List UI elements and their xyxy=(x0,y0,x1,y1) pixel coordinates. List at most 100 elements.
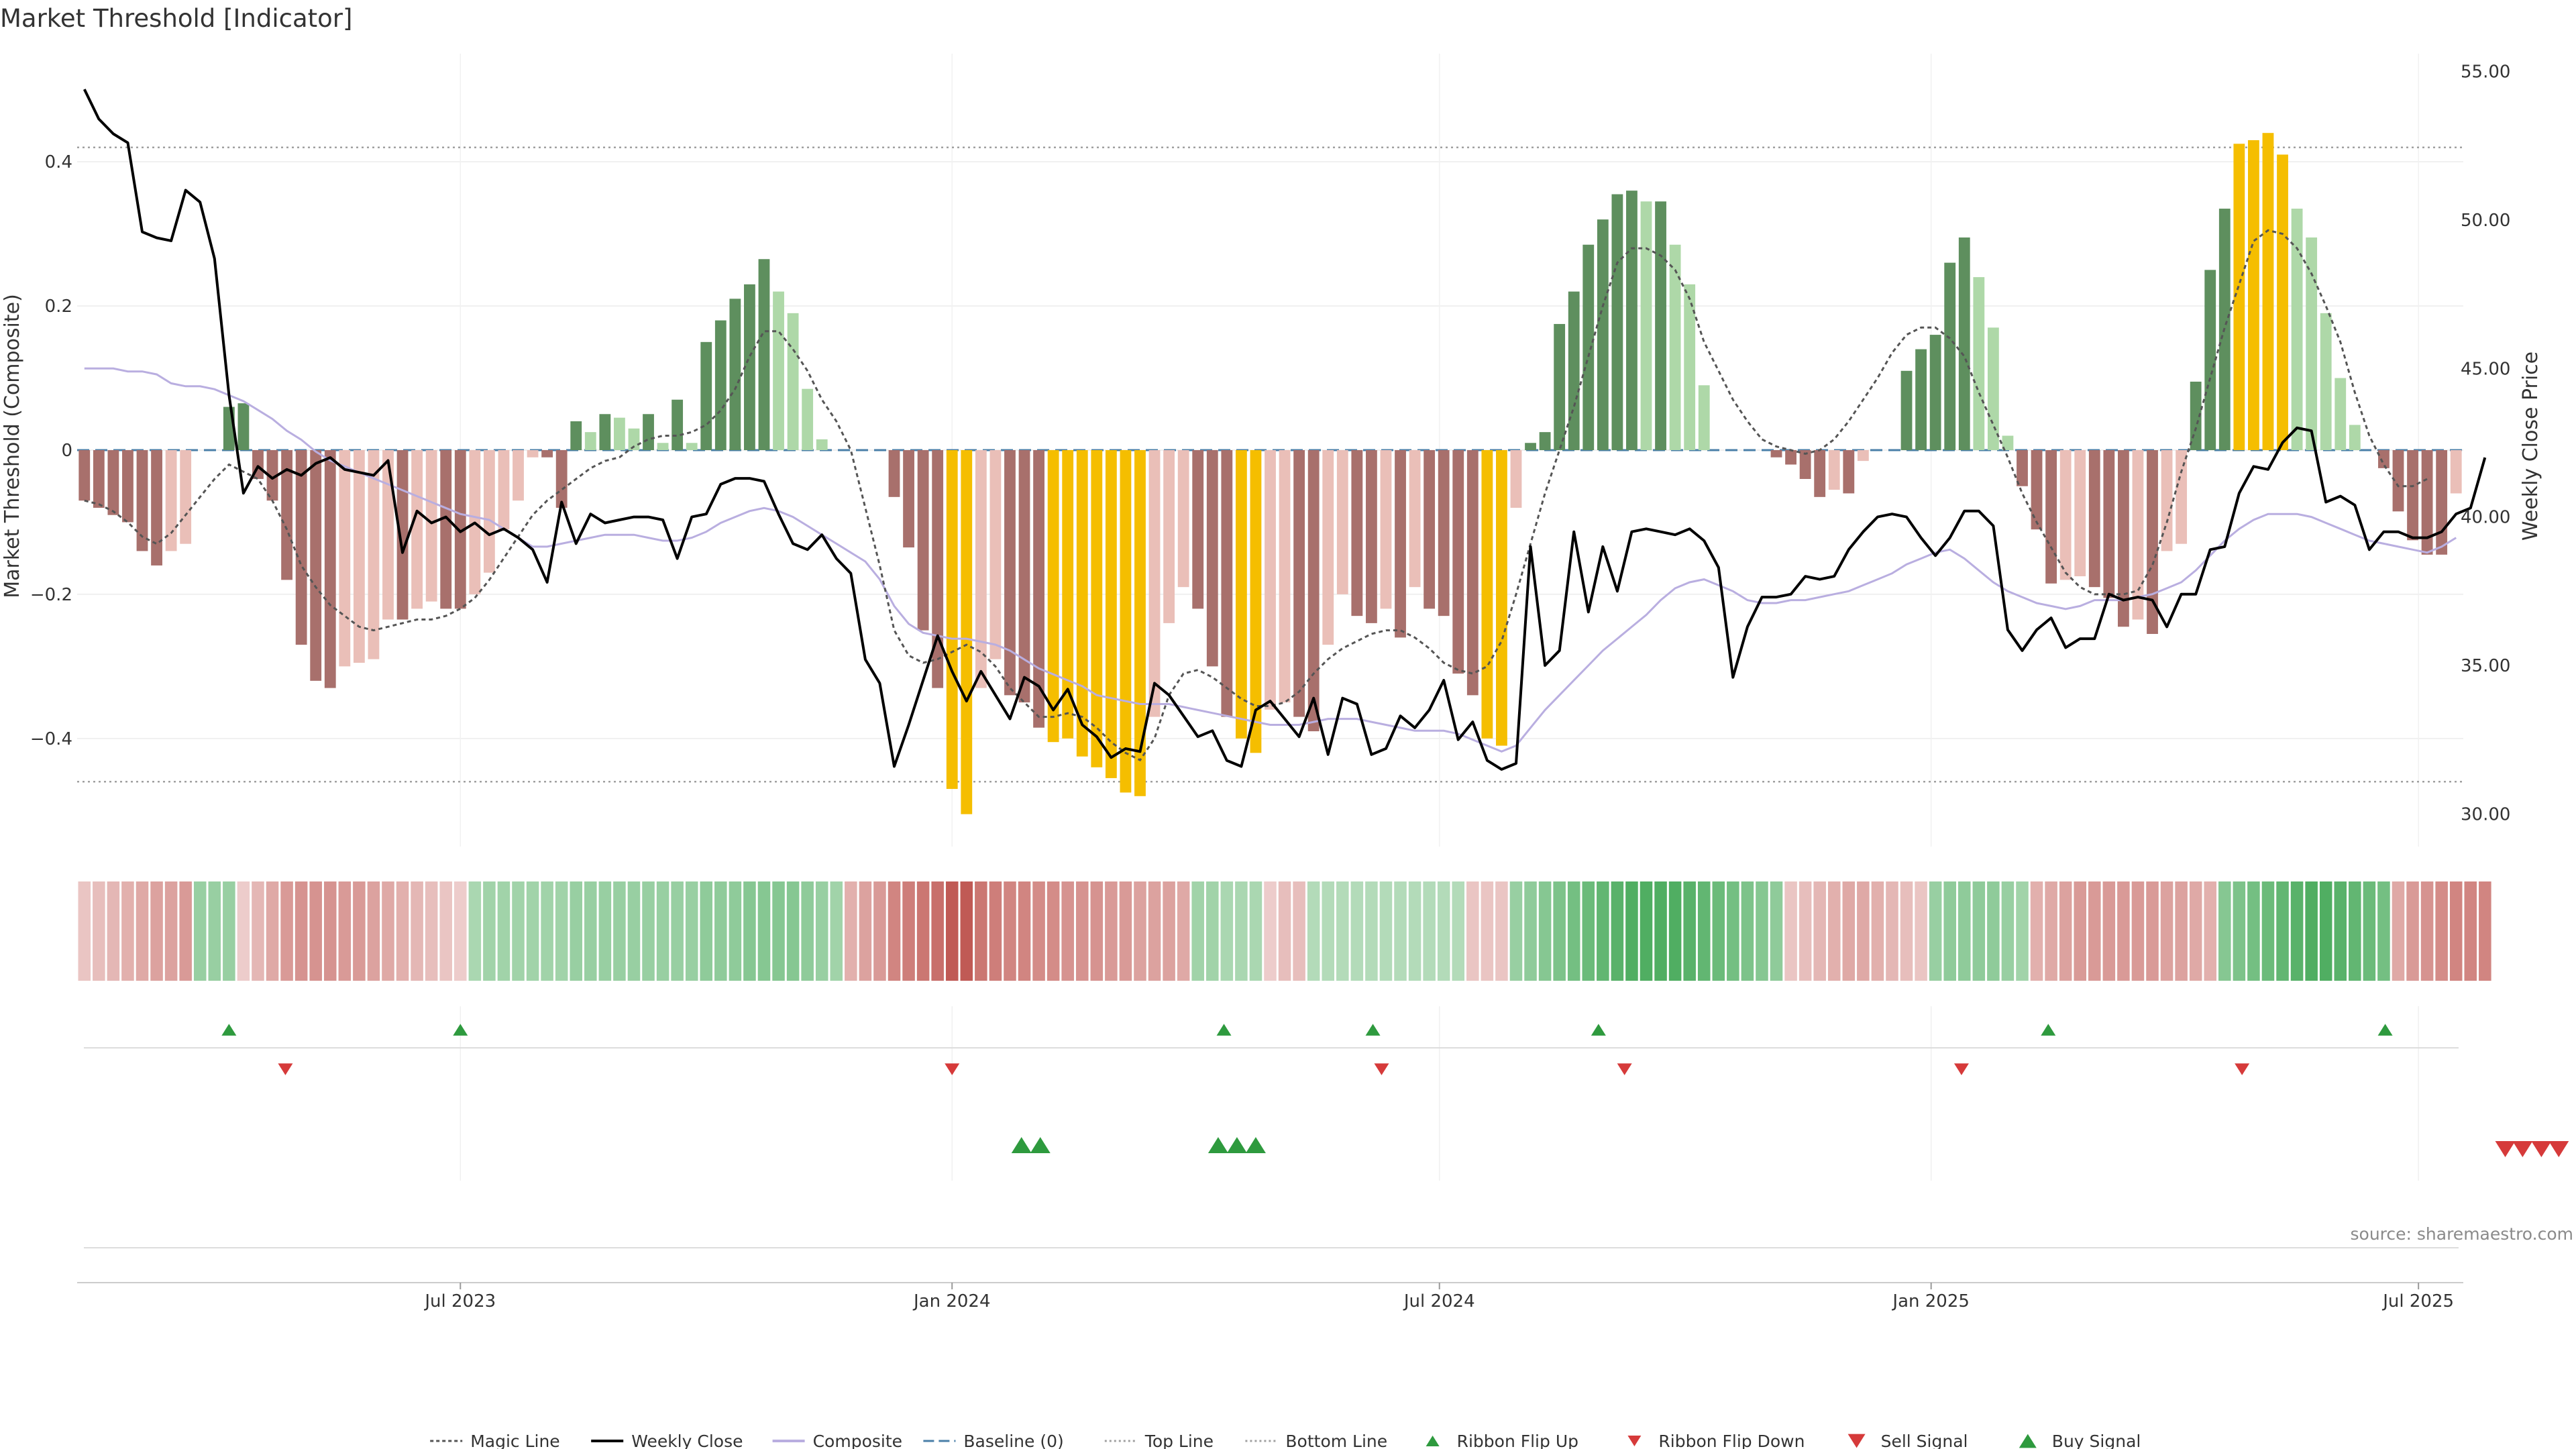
ribbon-cell xyxy=(425,881,438,981)
reference-lines xyxy=(77,146,2463,783)
ribbon-cell xyxy=(2305,881,2318,981)
ribbon-cell xyxy=(656,881,669,981)
ribbon-cell xyxy=(902,881,915,981)
ribbon-cell xyxy=(497,881,511,981)
ribbon-cell xyxy=(483,881,496,981)
right-axis: 55.00 50.00 45.00 40.00 35.00 30.00 xyxy=(2461,62,2510,825)
threshold-bar xyxy=(2017,450,2028,486)
legend-label: Bottom Line xyxy=(1285,1432,1387,1449)
ribbon-cell xyxy=(2464,881,2477,981)
threshold-bar xyxy=(107,450,119,515)
ribbon-cell xyxy=(1437,881,1450,981)
threshold-bar xyxy=(1799,450,1811,479)
threshold-bar xyxy=(295,450,307,645)
ribbon-flip-up-marker xyxy=(1365,1024,1381,1036)
buy-signal-marker xyxy=(1226,1137,1247,1153)
threshold-bar xyxy=(1076,450,1088,757)
threshold-bar xyxy=(2421,450,2433,555)
ribbon-cell xyxy=(757,881,771,981)
x-tick-label: Jul 2024 xyxy=(1403,1291,1475,1311)
ribbon-cell xyxy=(1756,881,1768,981)
ribbon-cell xyxy=(411,881,423,981)
ribbon-cell xyxy=(2406,881,2419,981)
ribbon-cell xyxy=(382,881,394,981)
threshold-bar xyxy=(1105,450,1117,778)
ribbon-cell xyxy=(2319,881,2332,981)
threshold-bar xyxy=(2002,435,2014,450)
threshold-bar xyxy=(1496,450,1507,746)
ribbon-cell xyxy=(1712,881,1725,981)
ribbon-cell xyxy=(555,881,568,981)
legend-item: Buy Signal xyxy=(2019,1432,2141,1449)
threshold-bar xyxy=(2248,140,2259,451)
threshold-bar xyxy=(1206,450,1218,667)
threshold-bar xyxy=(122,450,133,523)
ribbon-cell xyxy=(786,881,800,981)
threshold-bar xyxy=(555,450,568,508)
ribbon-cell xyxy=(1654,881,1667,981)
sell-signal-marker xyxy=(2495,1141,2516,1157)
threshold-bar xyxy=(1380,450,1392,609)
threshold-bar xyxy=(353,450,365,663)
ribbon-cell xyxy=(613,881,626,981)
threshold-bar xyxy=(1466,450,1479,696)
ribbon-cell xyxy=(1365,881,1378,981)
threshold-bar xyxy=(1987,327,1999,450)
threshold-bar xyxy=(93,450,105,508)
ribbon-cell xyxy=(1466,881,1479,981)
threshold-bar xyxy=(1177,450,1189,588)
ribbon-cell xyxy=(2030,881,2043,981)
ribbon-cell xyxy=(353,881,366,981)
x-axis: Jul 2023 Jan 2024 Jul 2024 Jan 2025 Jul 2025 xyxy=(77,1282,2463,1311)
ribbon-cell xyxy=(671,881,684,981)
ribbon-cell xyxy=(2088,881,2101,981)
threshold-bar xyxy=(744,284,755,450)
threshold-bar xyxy=(975,450,987,688)
ribbon-cell xyxy=(1336,881,1349,981)
threshold-bar xyxy=(368,450,380,659)
threshold-bar xyxy=(714,320,727,450)
ribbon-cell xyxy=(1683,881,1696,981)
threshold-bar xyxy=(1539,432,1551,450)
threshold-bar xyxy=(1120,450,1132,793)
legend-label: Top Line xyxy=(1144,1432,1214,1449)
threshold-bar xyxy=(1307,450,1320,732)
ribbon-cell xyxy=(916,881,930,981)
threshold-bars xyxy=(78,133,2462,814)
threshold-bar xyxy=(1669,244,1681,450)
ribbon-cell xyxy=(1220,881,1234,981)
ribbon-cell xyxy=(1264,881,1277,981)
threshold-bar xyxy=(570,421,582,450)
threshold-bar xyxy=(1250,450,1262,753)
ribbon-cell xyxy=(1871,881,1884,981)
ribbon-cell xyxy=(2247,881,2260,981)
threshold-bar xyxy=(1568,291,1580,450)
ribbon-cell xyxy=(1957,881,1971,981)
ribbon-cell xyxy=(2117,881,2130,981)
x-tick-label: Jan 2024 xyxy=(912,1291,991,1311)
ribbon-cell xyxy=(931,881,944,981)
threshold-bar xyxy=(1221,450,1233,717)
threshold-bar xyxy=(1148,450,1161,717)
ribbon-cell xyxy=(1582,881,1595,981)
ribbon-cell xyxy=(1799,881,1812,981)
threshold-bar xyxy=(2378,450,2390,468)
ribbon-cell xyxy=(2102,881,2116,981)
ribbon-cell xyxy=(208,881,221,981)
threshold-bar xyxy=(1929,335,1941,450)
signal-markers xyxy=(1011,1137,2569,1157)
ribbon-cell xyxy=(1697,881,1711,981)
legend-item: Sell Signal xyxy=(1847,1432,1968,1449)
legend-item: Ribbon Flip Down xyxy=(1627,1432,1805,1449)
threshold-bar xyxy=(1582,244,1595,450)
ribbon-cell xyxy=(1191,881,1204,981)
threshold-bar xyxy=(2103,450,2115,598)
legend-label: Buy Signal xyxy=(2052,1432,2141,1449)
threshold-bar xyxy=(2320,313,2332,450)
threshold-bar xyxy=(1958,237,1970,450)
ribbon-cell xyxy=(1163,881,1175,981)
ribbon-cell xyxy=(1827,881,1841,981)
threshold-bar xyxy=(1279,450,1291,703)
threshold-bar xyxy=(1424,450,1436,609)
